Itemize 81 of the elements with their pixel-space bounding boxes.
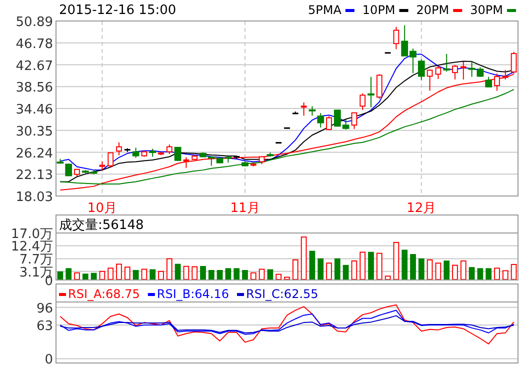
- bar: [494, 268, 500, 280]
- bar: [225, 268, 232, 280]
- y-tick-label: 38.56: [16, 80, 53, 96]
- bar: [326, 262, 332, 280]
- bar: [426, 259, 433, 280]
- bar: [502, 270, 508, 280]
- legend-label: 30PM: [470, 3, 503, 17]
- y-tick-label: 12.4万: [11, 240, 53, 255]
- y-tick-label: 63: [36, 319, 53, 334]
- chart-title: 成交量:56148: [59, 217, 144, 233]
- y-tick-label: 18.03: [16, 190, 53, 205]
- bar: [258, 268, 265, 280]
- bar: [410, 254, 416, 280]
- bar: [158, 270, 164, 280]
- x-tick-label: 11月: [230, 201, 260, 216]
- line-series: [60, 315, 514, 334]
- bar: [342, 264, 349, 280]
- bar: [486, 268, 492, 280]
- y-tick-label: 96: [36, 301, 53, 316]
- y-tick-label: 46.78: [16, 36, 53, 52]
- bar: [284, 276, 290, 280]
- bar: [334, 258, 340, 280]
- y-tick-label: 22.13: [16, 168, 53, 184]
- chart-title: 2015-12-16 15:00: [59, 3, 176, 18]
- bar: [309, 250, 316, 280]
- bar: [234, 268, 240, 280]
- bar: [418, 258, 424, 280]
- line-series: [60, 310, 514, 335]
- bar: [208, 270, 214, 280]
- bar: [444, 260, 450, 280]
- bar: [460, 260, 466, 280]
- bar: [477, 268, 484, 280]
- legend-label: 10PM: [362, 3, 396, 17]
- bar: [368, 252, 374, 280]
- bar: [174, 264, 181, 280]
- bar: [393, 242, 400, 280]
- bar: [150, 269, 156, 280]
- x-tick-label: 10月: [87, 201, 117, 216]
- bar: [116, 264, 122, 280]
- y-tick-label: 50.89: [16, 15, 53, 30]
- legend-label: RSI_C:62.55: [246, 287, 318, 301]
- candlestick: [368, 76, 374, 108]
- bar: [82, 274, 88, 280]
- bar: [435, 262, 442, 280]
- legend-label: RSI_B:64.16: [156, 287, 230, 301]
- y-tick-label: 30.35: [16, 124, 53, 140]
- bar: [141, 268, 148, 280]
- bar: [74, 272, 80, 280]
- bar: [183, 266, 190, 280]
- bar: [468, 267, 475, 280]
- bar: [376, 252, 382, 280]
- y-tick-label: 0: [44, 352, 53, 365]
- bar: [200, 266, 206, 280]
- bar: [108, 268, 114, 280]
- y-tick-label: 17.0万: [11, 227, 53, 242]
- y-tick-label: 42.67: [16, 58, 53, 74]
- bar: [166, 258, 172, 280]
- x-tick-label: 12月: [406, 201, 436, 216]
- bar: [192, 266, 198, 280]
- y-tick-label: 7.7万: [19, 252, 53, 268]
- bar: [267, 269, 274, 280]
- bar: [276, 274, 282, 280]
- legend-label: RSI_A:68.75: [68, 287, 140, 301]
- bar: [124, 266, 130, 280]
- bar: [300, 236, 307, 280]
- bar: [351, 260, 358, 280]
- bar: [250, 272, 256, 280]
- bar: [402, 250, 408, 280]
- bar: [510, 264, 517, 280]
- line-series: [60, 88, 514, 185]
- y-tick-label: 26.24: [16, 146, 53, 162]
- legend-label: 20PM: [416, 3, 450, 17]
- bar: [360, 252, 366, 280]
- bar: [452, 264, 458, 280]
- bar: [66, 268, 72, 280]
- bar: [292, 259, 298, 280]
- line-series: [60, 304, 514, 344]
- bar: [242, 270, 248, 280]
- y-tick-label: 34.46: [16, 102, 53, 118]
- legend-label: 5PMA: [308, 3, 342, 17]
- bar: [318, 258, 324, 280]
